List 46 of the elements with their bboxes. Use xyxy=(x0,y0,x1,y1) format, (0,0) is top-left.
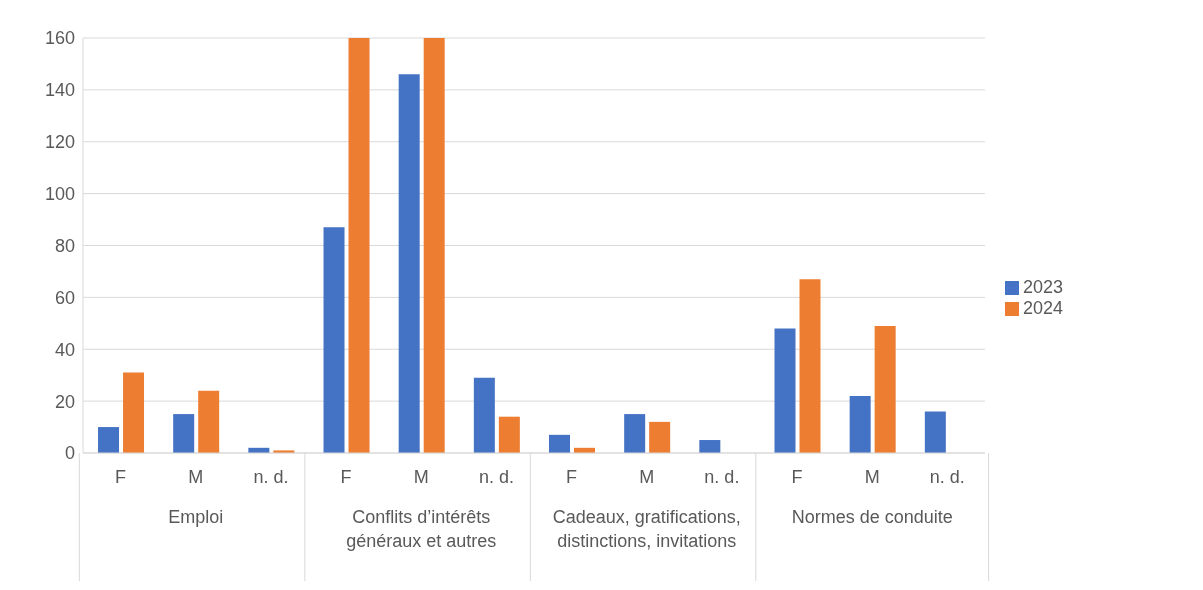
bar xyxy=(198,390,220,453)
bar xyxy=(549,434,571,453)
x-tick-label: F xyxy=(566,467,578,487)
x-tick-label: M xyxy=(639,467,655,487)
bar xyxy=(874,325,896,453)
y-tick-label: 40 xyxy=(54,339,75,360)
x-tick-label: F xyxy=(791,467,803,487)
bar xyxy=(173,414,195,453)
bar xyxy=(123,372,145,453)
bar xyxy=(649,421,671,453)
y-tick-label: 100 xyxy=(44,184,75,205)
x-tick-label: n. d. xyxy=(253,467,289,487)
legend-label: 2023 xyxy=(1022,277,1063,297)
text: Conflits d’intérêts généraux et autres xyxy=(346,507,497,551)
x-tick-label: F xyxy=(115,467,127,487)
x-tick-label: n. d. xyxy=(929,467,965,487)
x-tick-label: n. d. xyxy=(704,467,740,487)
x-tick-label: M xyxy=(413,467,429,487)
bar xyxy=(774,328,796,453)
bar xyxy=(849,395,871,453)
bar xyxy=(423,38,445,453)
text: Cadeaux, gratifications, distinctions, invitations xyxy=(552,507,741,551)
x-tick-label: M xyxy=(188,467,204,487)
text: Emploi xyxy=(168,507,224,527)
bar xyxy=(473,377,495,453)
y-tick-label: 80 xyxy=(54,235,75,256)
x-tick-label: n. d. xyxy=(478,467,514,487)
bar xyxy=(348,38,370,453)
y-tick-label: 60 xyxy=(54,287,75,308)
bar xyxy=(924,411,946,453)
bar xyxy=(699,440,721,453)
bar xyxy=(799,279,821,453)
y-tick-label: 160 xyxy=(44,28,75,49)
x-tick-label: F xyxy=(340,467,352,487)
bar xyxy=(498,416,520,453)
y-tick-label: 120 xyxy=(44,132,75,153)
bar xyxy=(323,227,345,453)
text: Normes de conduite xyxy=(791,507,953,527)
legend-label: 2024 xyxy=(1022,298,1063,318)
y-tick-label: 20 xyxy=(54,391,75,412)
y-tick-label: 0 xyxy=(64,443,75,464)
bar xyxy=(624,414,646,453)
y-tick-label: 140 xyxy=(44,80,75,101)
x-tick-label: M xyxy=(864,467,880,487)
bar xyxy=(98,427,120,453)
bar xyxy=(398,74,420,453)
